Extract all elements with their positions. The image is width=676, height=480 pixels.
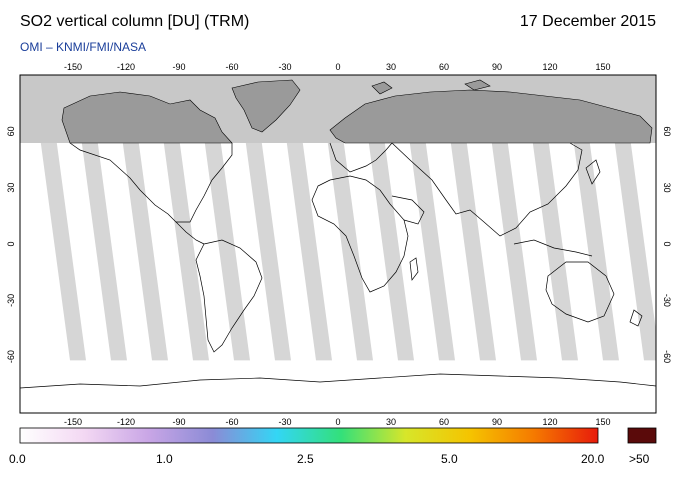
orbit-gap-band — [491, 136, 537, 361]
tick-label: -60 — [225, 62, 238, 72]
colorbar-label-3: 5.0 — [441, 452, 458, 466]
tick-label: 30 — [386, 62, 396, 72]
tick-label: 60 — [662, 126, 672, 136]
colorbar-label-2: 2.5 — [297, 452, 314, 466]
data-credit: OMI – KNMI/FMI/NASA — [20, 40, 147, 54]
orbit-gap-band — [327, 136, 373, 361]
orbit-gap-band — [286, 136, 332, 361]
latitude-ticks-right: 60 30 0 -30 -60 — [662, 126, 672, 363]
tick-label: -90 — [172, 62, 185, 72]
colorbar — [19, 427, 599, 444]
tick-label: -30 — [662, 294, 672, 307]
orbit-gap-band — [532, 136, 578, 361]
orbit-gap-band — [409, 136, 455, 361]
continents — [20, 142, 656, 389]
tick-label: 60 — [439, 417, 449, 427]
tick-label: -30 — [278, 62, 291, 72]
map-date: 17 December 2015 — [519, 13, 656, 30]
colorbar-label-0: 0.0 — [9, 452, 26, 466]
map-title: SO2 vertical column [DU] (TRM) — [20, 13, 250, 30]
orbit-gap-band — [450, 136, 496, 361]
tick-label: 60 — [6, 126, 16, 136]
orbit-gap-band — [573, 136, 619, 361]
tick-label: -30 — [6, 294, 16, 307]
colorbar-overflow — [627, 427, 657, 444]
orbit-gap-band — [122, 136, 168, 361]
longitude-ticks-top: -150 -120 -90 -60 -30 0 30 60 90 120 150 — [64, 62, 611, 72]
tick-label: 0 — [662, 241, 672, 246]
tick-label: 30 — [662, 183, 672, 193]
longitude-ticks-bottom: -150 -120 -90 -60 -30 0 30 60 90 120 150 — [64, 417, 611, 427]
colorbar-label-5: >50 — [629, 452, 650, 466]
orbit-gap-band — [81, 136, 127, 361]
orbit-gap-band — [368, 136, 414, 361]
tick-label: -30 — [278, 417, 291, 427]
tick-label: 30 — [6, 183, 16, 193]
tick-label: 120 — [542, 417, 557, 427]
tick-label: -60 — [662, 350, 672, 363]
tick-label: 0 — [335, 417, 340, 427]
tick-label: 0 — [6, 241, 16, 246]
tick-label: -60 — [225, 417, 238, 427]
orbit-gap-band — [655, 136, 656, 145]
orbit-gap-band — [614, 136, 656, 361]
tick-label: -150 — [64, 417, 82, 427]
tick-label: 90 — [492, 62, 502, 72]
orbit-gap-swaths — [40, 136, 656, 361]
tick-label: -60 — [6, 350, 16, 363]
tick-label: 0 — [335, 62, 340, 72]
tick-label: -90 — [172, 417, 185, 427]
continents-polar — [61, 79, 653, 144]
colorbar-label-1: 1.0 — [156, 452, 173, 466]
tick-label: 120 — [542, 62, 557, 72]
tick-label: 60 — [439, 62, 449, 72]
map-frame — [19, 74, 657, 414]
tick-label: 90 — [492, 417, 502, 427]
tick-label: 150 — [595, 62, 610, 72]
tick-label: 150 — [595, 417, 610, 427]
orbit-gap-band — [204, 136, 250, 361]
tick-label: -120 — [117, 62, 135, 72]
tick-label: 30 — [386, 417, 396, 427]
orbit-gap-band — [40, 136, 86, 361]
tick-label: -150 — [64, 62, 82, 72]
colorbar-label-4: 20.0 — [581, 452, 605, 466]
orbit-gap-band — [163, 136, 209, 361]
orbit-gap-band — [245, 136, 291, 361]
tick-label: -120 — [117, 417, 135, 427]
latitude-ticks-left: 60 30 0 -30 -60 — [6, 126, 16, 363]
